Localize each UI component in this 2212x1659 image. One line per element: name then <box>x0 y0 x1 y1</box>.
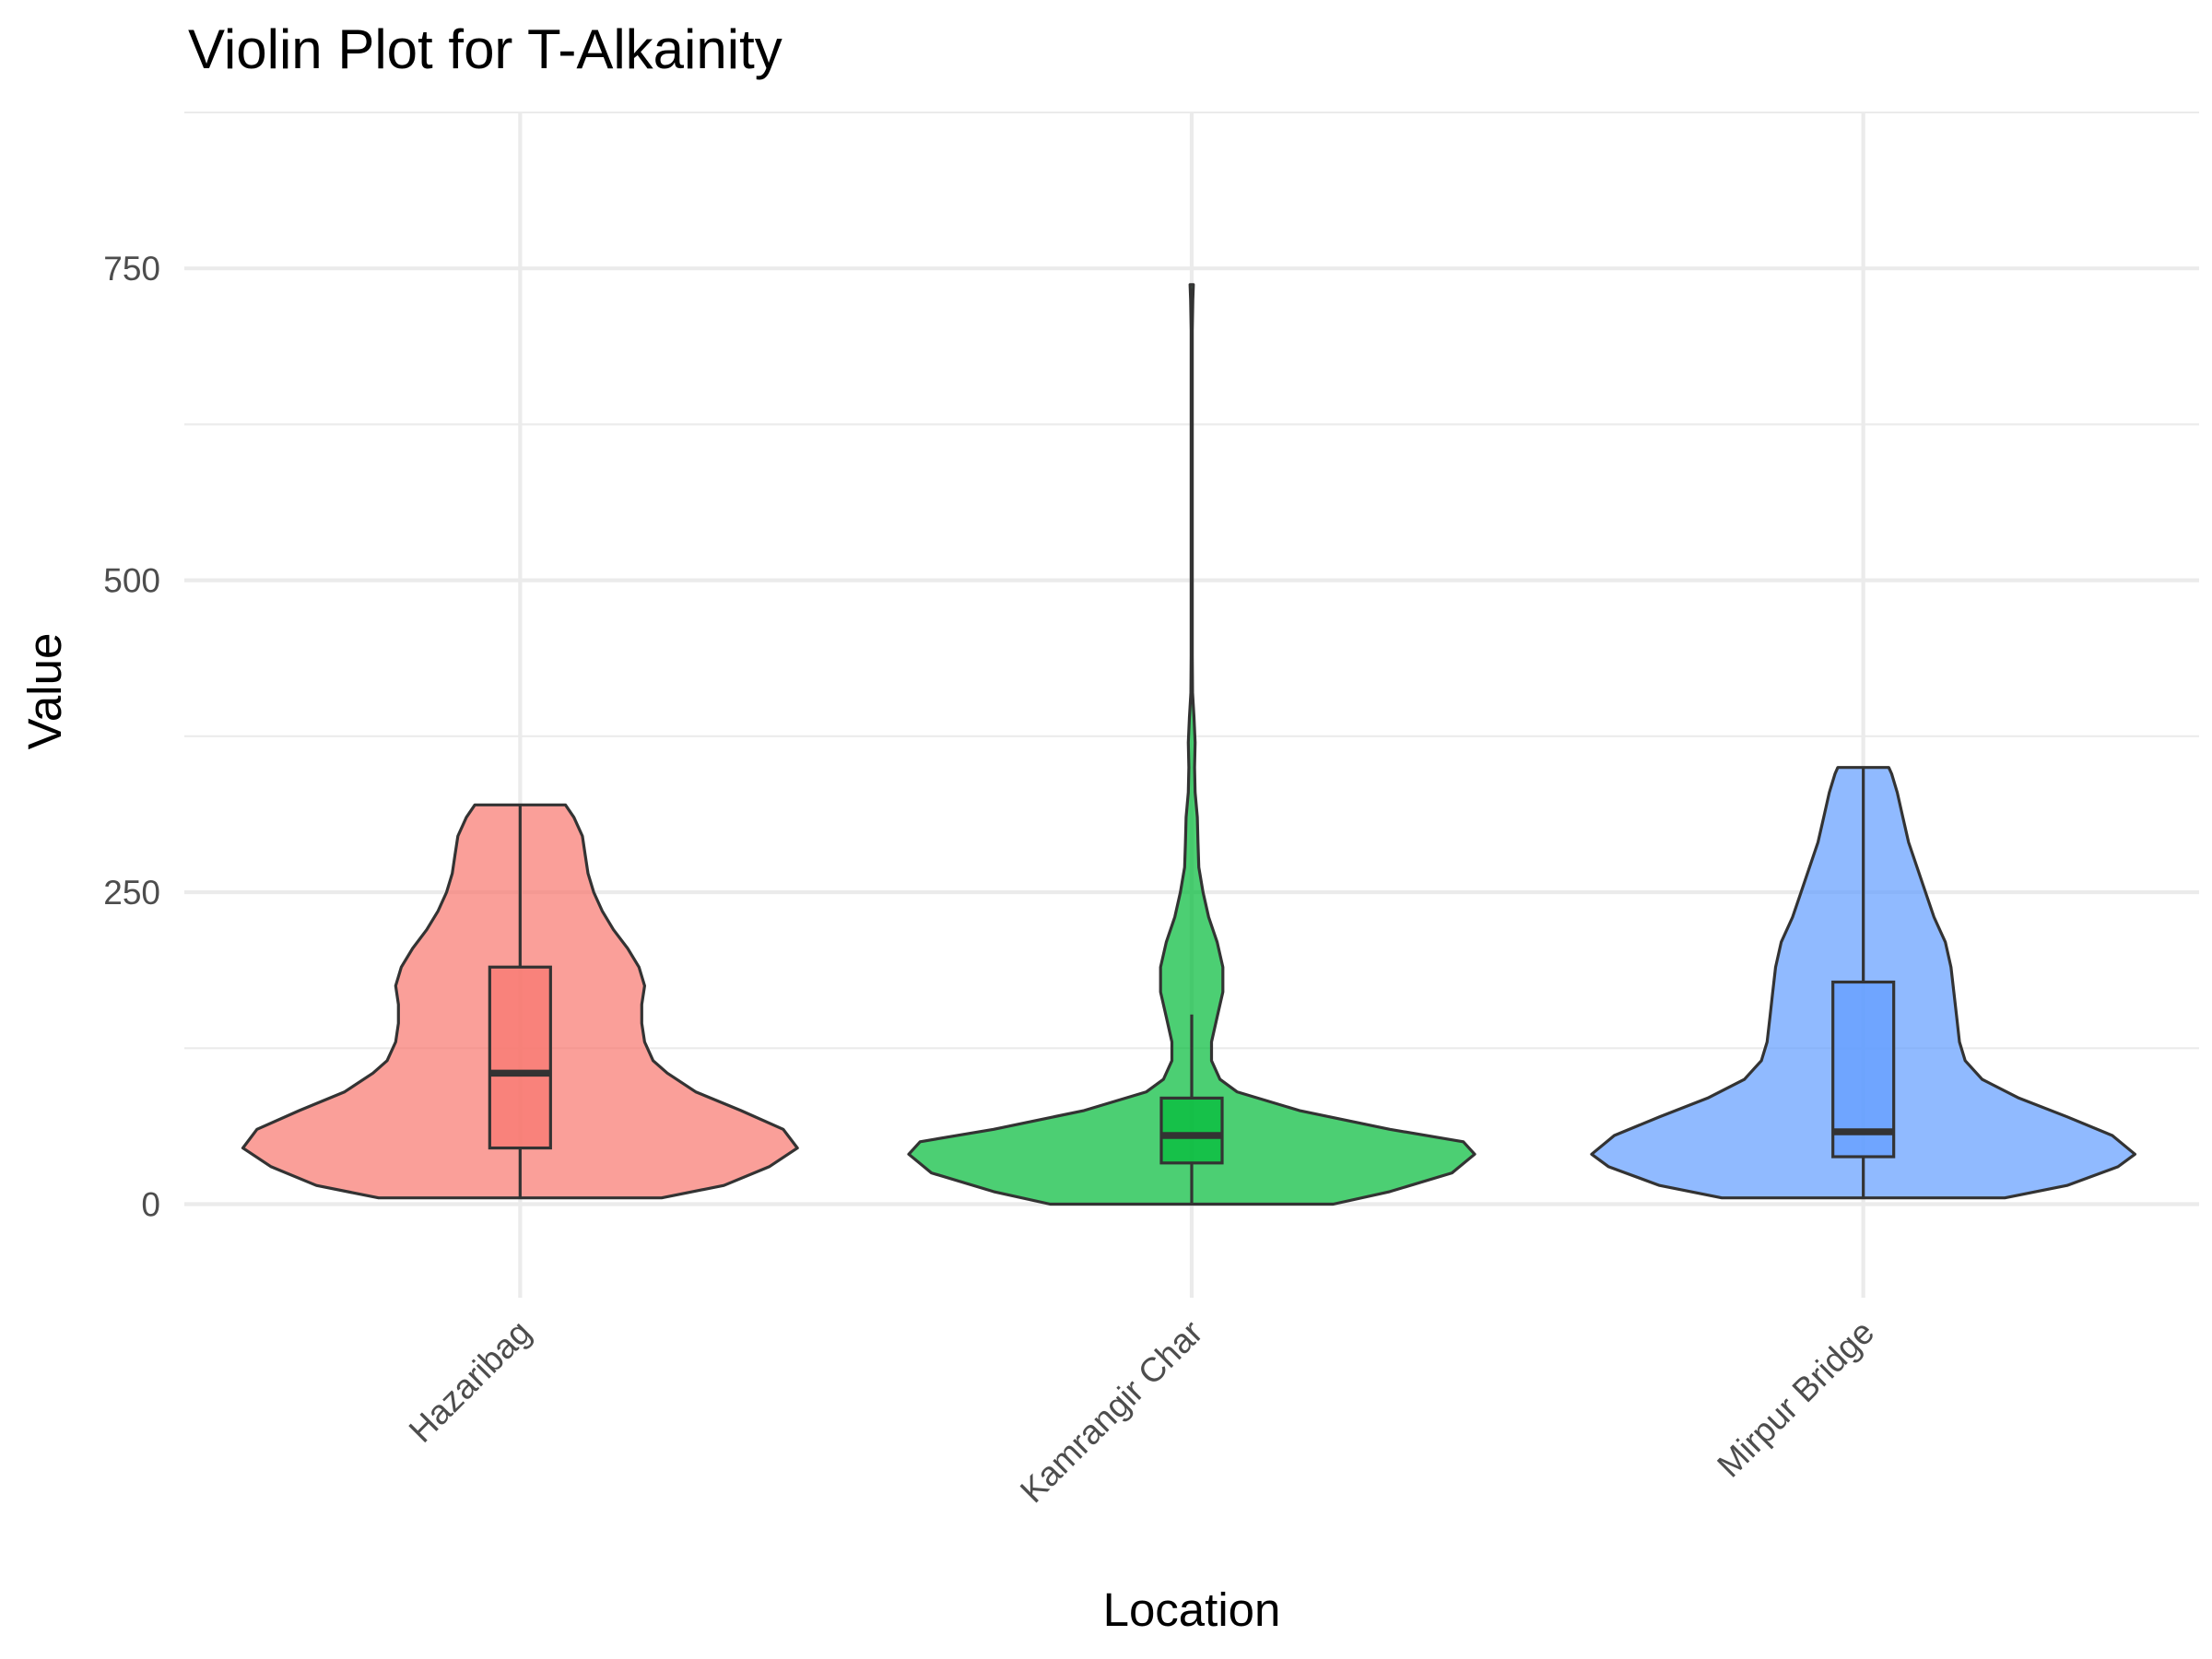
box-iqr <box>488 965 552 1150</box>
violin-group-kamrangir-char <box>907 283 1477 1206</box>
box-iqr <box>1159 1096 1224 1165</box>
violin-shape <box>907 283 1477 1206</box>
x-axis-title: Location <box>1103 1583 1281 1636</box>
violin-group-mirpur-bridge <box>1590 766 2136 1200</box>
y-axis-title: Value <box>18 633 71 750</box>
box-iqr <box>1831 980 1896 1159</box>
chart-title: Violin Plot for T-Alkainity <box>188 18 782 80</box>
y-tick-label: 0 <box>141 1185 160 1223</box>
y-tick-label: 500 <box>103 562 160 600</box>
violin-series <box>241 283 2136 1206</box>
violin-group-hazaribag <box>241 803 799 1200</box>
y-tick-label: 750 <box>103 250 160 288</box>
y-tick-label: 250 <box>103 874 160 912</box>
